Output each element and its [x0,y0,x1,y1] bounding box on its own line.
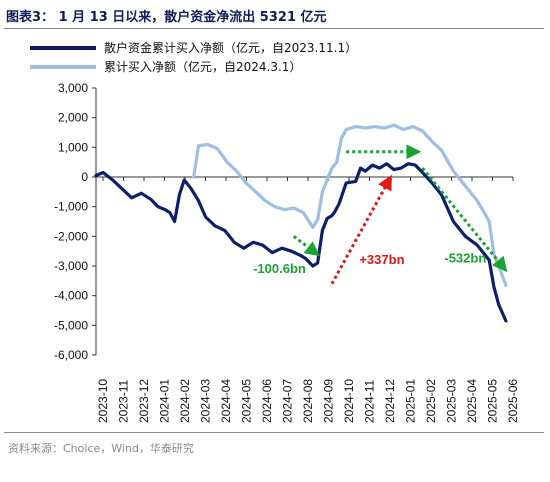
y-tick-label: -4,000 [54,289,88,303]
x-tick-label: 2024-02 [178,379,192,423]
x-tick-label: 2024-04 [219,379,233,423]
annotations: -100.6bn +337bn -532bn [253,144,508,285]
series-group [94,123,508,323]
y-tick-label: 1,000 [58,140,88,154]
y-tick-label: -2,000 [54,229,88,243]
legend: 散户资金累计买入净额（亿元，自2023.11.1） 累计买入净额（亿元，自202… [30,40,357,74]
x-tick-label: 2023-11 [117,380,131,423]
x-tick-label: 2025-01 [404,379,418,423]
x-tick-label: 2024-12 [383,379,397,423]
x-tick-label: 2024-08 [301,379,315,423]
y-tick-label: 2,000 [58,111,88,125]
y-tick-label: -6,000 [54,348,88,362]
top-divider [4,28,544,29]
y-tick-label: 0 [81,170,88,184]
x-tick-label: 2024-07 [281,379,295,423]
x-tick-label: 2024-03 [199,379,213,423]
arrow-red [330,174,392,285]
line-chart: 散户资金累计买入净额（亿元，自2023.11.1） 累计买入净额（亿元，自202… [30,40,520,423]
x-tick-label: 2024-11 [363,380,377,423]
y-tick-label: -3,000 [54,259,88,273]
x-tick-label: 2025-03 [445,379,459,423]
source-note: 资料来源：Choice，Wind，华泰研究 [8,442,194,455]
x-tick-label: 2024-05 [240,379,254,423]
x-tick-label: 2025-02 [424,379,438,423]
y-tick-label: -1,000 [54,200,88,214]
x-tick-label: 2023-12 [137,379,151,423]
arrow-green-1 [292,235,320,257]
y-tick-label: -5,000 [54,318,88,332]
annotation-minus-100-6bn: -100.6bn [253,261,306,276]
x-tick-label: 2025-04 [465,379,479,423]
x-tick-label: 2024-10 [342,379,356,423]
series-line-dark [94,162,508,323]
x-tick-label: 2025-05 [486,379,500,423]
annotation-plus-337bn: +337bn [359,252,404,267]
x-tick-label: 2024-06 [260,379,274,423]
axes: 3,000 2,000 1,000 0 -1,000 -2,000 -3,000 -4,000… [54,81,520,423]
x-tick-label: 2023-10 [96,379,110,423]
legend-label-dark: 散户资金累计买入净额（亿元，自2023.11.1） [104,40,357,55]
bottom-divider [4,432,544,433]
x-tick-label: 2025-06 [506,379,520,423]
annotation-minus-532bn: -532bn [444,251,486,266]
x-tick-label: 2024-01 [158,379,172,423]
page-title: 图表3： 1 月 13 日以来，散户资金净流出 5321 亿元 [6,10,327,25]
y-tick-label: 3,000 [58,81,88,95]
legend-label-light: 累计买入净额（亿元，自2024.3.1） [104,59,301,74]
x-tick-label: 2024-09 [322,379,336,423]
series-line-light [192,123,508,287]
